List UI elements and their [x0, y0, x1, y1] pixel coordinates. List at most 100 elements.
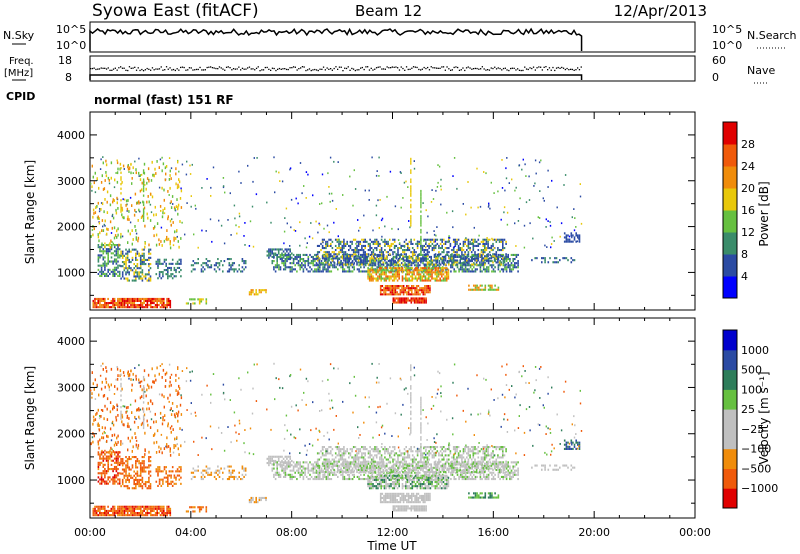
freq-point	[559, 67, 561, 69]
power-cell	[177, 206, 179, 209]
velocity-cell	[187, 510, 189, 513]
power-cell	[112, 260, 114, 263]
freq-point	[180, 66, 182, 69]
power-cell	[492, 288, 495, 291]
power-cell	[441, 273, 443, 276]
velocity-cell	[325, 478, 328, 481]
power-cell	[314, 253, 316, 256]
power-cell	[443, 251, 445, 254]
power-cell	[425, 238, 427, 241]
power-cell	[393, 273, 396, 276]
power-cell	[131, 229, 133, 232]
power-cell	[354, 188, 357, 190]
power-cell	[429, 289, 431, 292]
power-cell	[175, 262, 177, 265]
power-cell	[121, 256, 124, 259]
velocity-cell	[255, 496, 257, 499]
power-cell	[198, 298, 201, 301]
power-cell	[149, 302, 152, 305]
power-cell	[337, 262, 339, 265]
velocity-cell	[139, 474, 142, 477]
power-cell	[437, 279, 440, 282]
freq-point	[421, 68, 423, 70]
freq-point	[541, 69, 543, 71]
velocity-cell	[122, 505, 124, 508]
power-cell	[107, 270, 109, 273]
velocity-cell	[394, 467, 396, 470]
power-cell	[549, 224, 552, 227]
velocity-cell	[327, 478, 329, 481]
power-cell	[405, 253, 407, 256]
power-cell	[390, 263, 393, 266]
velocity-cell	[253, 501, 256, 504]
power-cell	[325, 251, 327, 254]
power-cell	[113, 274, 116, 277]
power-cell	[118, 299, 121, 302]
velocity-cell	[302, 471, 305, 474]
velocity-cell	[143, 466, 145, 469]
power-cell	[139, 258, 142, 261]
power-cell	[364, 251, 366, 254]
power-cell	[146, 302, 149, 305]
power-cell	[500, 255, 502, 258]
power-cell	[484, 288, 487, 291]
velocity-cell	[107, 470, 109, 473]
power-cell	[353, 169, 355, 172]
velocity-cell	[117, 463, 119, 466]
velocity-cell	[322, 475, 324, 478]
power-cell	[341, 240, 344, 243]
freq-point	[515, 69, 517, 71]
power-cell	[354, 257, 357, 260]
freq-point	[382, 68, 385, 70]
power-cell	[497, 253, 500, 256]
power-cell	[97, 272, 100, 275]
velocity-cell	[117, 509, 119, 512]
power-cell	[351, 249, 353, 252]
power-cell	[430, 255, 432, 258]
velocity-cell	[361, 478, 364, 481]
velocity-cell	[230, 465, 232, 468]
power-cell	[514, 253, 516, 256]
freq-point	[118, 67, 120, 69]
freq-point	[247, 67, 249, 69]
power-cell	[362, 249, 365, 252]
velocity-cell	[102, 478, 105, 481]
velocity-cell	[94, 509, 96, 512]
power-cell	[205, 230, 207, 232]
power-cell	[507, 264, 509, 267]
power-cell	[320, 270, 323, 273]
velocity-cell	[97, 505, 99, 508]
power-cell	[432, 271, 435, 274]
power-cell	[385, 255, 388, 258]
velocity-cell	[100, 507, 103, 510]
power-cell	[375, 277, 378, 280]
power-cell	[257, 293, 259, 296]
freq-point	[420, 69, 422, 71]
power-cell	[509, 260, 511, 263]
freq-point	[217, 68, 219, 70]
power-cell	[167, 297, 170, 300]
power-cell	[117, 246, 119, 249]
power-cell	[192, 268, 195, 271]
power-cell	[205, 264, 208, 267]
power-cell	[223, 260, 226, 263]
power-cell	[252, 245, 255, 248]
power-cell	[397, 287, 400, 290]
freq-point	[525, 68, 528, 70]
power-cell	[364, 263, 366, 266]
power-cell	[244, 222, 246, 224]
velocity-cell	[265, 496, 267, 499]
power-cell	[176, 262, 179, 265]
power-cell	[433, 263, 435, 266]
power-cell	[128, 265, 130, 268]
freq-point	[547, 69, 549, 71]
velocity-cell	[161, 514, 163, 517]
power-cell	[372, 253, 375, 256]
power-cell	[447, 273, 450, 276]
power-cell	[269, 248, 272, 251]
velocity-cell	[342, 461, 344, 464]
power-cell	[120, 208, 122, 211]
power-cell	[487, 244, 489, 247]
velocity-cell	[315, 463, 318, 466]
velocity-cell	[136, 474, 139, 477]
